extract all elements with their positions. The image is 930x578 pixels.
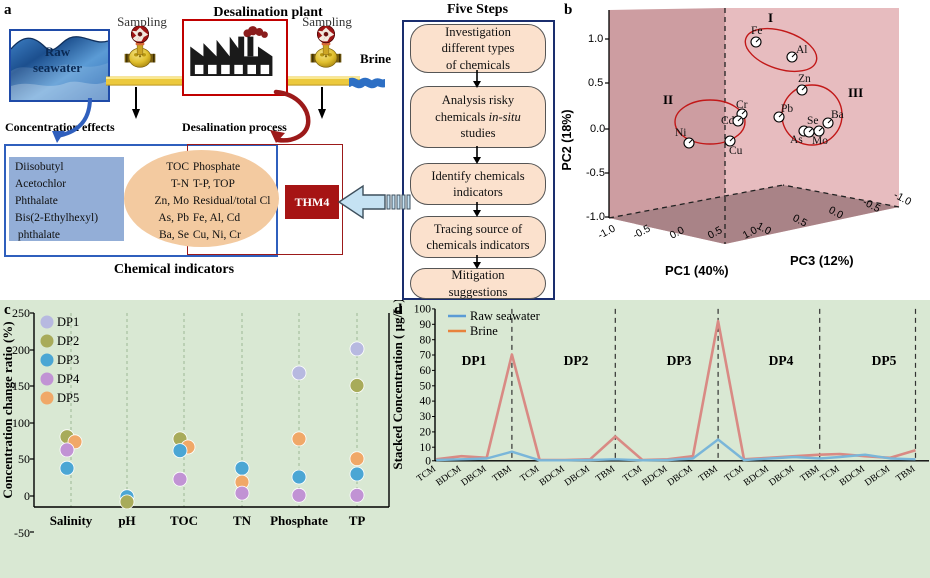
svg-text:30: 30 <box>420 411 432 423</box>
svg-text:90: 90 <box>420 319 432 331</box>
svg-text:Zn: Zn <box>798 73 811 85</box>
svg-text:Ba: Ba <box>831 109 844 121</box>
svg-text:Stacked Concentration ( μg/L ): Stacked Concentration ( μg/L ) <box>390 300 405 470</box>
svg-text:0: 0 <box>24 489 30 503</box>
svg-text:TOC: TOC <box>170 513 198 528</box>
svg-text:TBM: TBM <box>895 464 918 484</box>
svg-text:DP2: DP2 <box>564 353 589 368</box>
svg-text:BDCM: BDCM <box>538 464 567 489</box>
svg-text:PC1 (40%): PC1 (40%) <box>665 263 729 278</box>
svg-text:DP5: DP5 <box>57 391 79 405</box>
svg-text:0.5: 0.5 <box>588 77 603 89</box>
svg-text:DP5: DP5 <box>872 353 897 368</box>
svg-text:Salinity: Salinity <box>50 513 93 528</box>
svg-text:DP4: DP4 <box>769 353 794 368</box>
svg-text:DBCM: DBCM <box>768 464 797 489</box>
svg-text:BDCM: BDCM <box>435 464 464 489</box>
svg-text:0.0: 0.0 <box>590 123 605 135</box>
svg-text:Cu: Cu <box>729 145 743 157</box>
svg-text:BDCM: BDCM <box>838 464 867 489</box>
svg-text:PC3 (12%): PC3 (12%) <box>790 253 854 268</box>
svg-text:I: I <box>768 10 773 25</box>
svg-text:TBM: TBM <box>799 464 822 484</box>
svg-text:pH: pH <box>118 513 135 528</box>
svg-text:100: 100 <box>414 304 432 316</box>
svg-text:Mo: Mo <box>812 135 828 147</box>
svg-text:Raw seawater: Raw seawater <box>470 309 541 323</box>
svg-text:Cd: Cd <box>721 115 735 127</box>
svg-text:50: 50 <box>18 452 30 466</box>
svg-text:DP1: DP1 <box>462 353 487 368</box>
svg-text:-0.5: -0.5 <box>586 167 605 179</box>
svg-text:-50: -50 <box>14 526 30 540</box>
svg-text:80: 80 <box>420 334 432 346</box>
svg-text:20: 20 <box>420 426 432 438</box>
svg-text:TBM: TBM <box>594 464 617 484</box>
svg-text:TP: TP <box>349 513 366 528</box>
svg-text:TN: TN <box>233 513 252 528</box>
svg-text:Brine: Brine <box>470 324 498 338</box>
svg-text:BDCM: BDCM <box>641 464 670 489</box>
svg-text:DBCM: DBCM <box>863 464 892 489</box>
svg-text:Se: Se <box>807 115 819 127</box>
svg-text:1.0: 1.0 <box>588 33 603 45</box>
svg-text:DP2: DP2 <box>57 334 79 348</box>
svg-text:TBM: TBM <box>491 464 514 484</box>
svg-text:As: As <box>790 134 803 146</box>
svg-text:DP3: DP3 <box>57 353 79 367</box>
svg-text:DBCM: DBCM <box>563 464 592 489</box>
svg-text:Ni: Ni <box>675 127 687 139</box>
svg-text:DP4: DP4 <box>57 372 80 386</box>
svg-text:BDCM: BDCM <box>742 464 771 489</box>
svg-text:TBM: TBM <box>697 464 720 484</box>
svg-text:DP3: DP3 <box>667 353 692 368</box>
svg-text:60: 60 <box>420 365 432 377</box>
svg-text:III: III <box>848 85 863 100</box>
svg-text:250: 250 <box>12 306 30 320</box>
svg-text:40: 40 <box>420 396 432 408</box>
svg-text:Concentration change ratio (%): Concentration change ratio (%) <box>0 321 15 498</box>
svg-text:-1.0: -1.0 <box>586 211 605 223</box>
svg-text:50: 50 <box>420 380 432 392</box>
svg-text:10: 10 <box>420 442 432 454</box>
svg-text:Al: Al <box>796 44 808 56</box>
svg-text:II: II <box>663 92 673 107</box>
svg-text:DBCM: DBCM <box>666 464 695 489</box>
svg-text:-1.0: -1.0 <box>596 222 618 241</box>
svg-text:Pb: Pb <box>781 103 793 115</box>
svg-text:70: 70 <box>420 350 432 362</box>
svg-text:DP1: DP1 <box>57 315 79 329</box>
svg-text:Fe: Fe <box>751 25 763 37</box>
svg-text:DBCM: DBCM <box>460 464 489 489</box>
svg-text:Phosphate: Phosphate <box>270 513 328 528</box>
svg-text:Cr: Cr <box>736 99 748 111</box>
svg-text:PC2 (18%): PC2 (18%) <box>560 109 574 170</box>
